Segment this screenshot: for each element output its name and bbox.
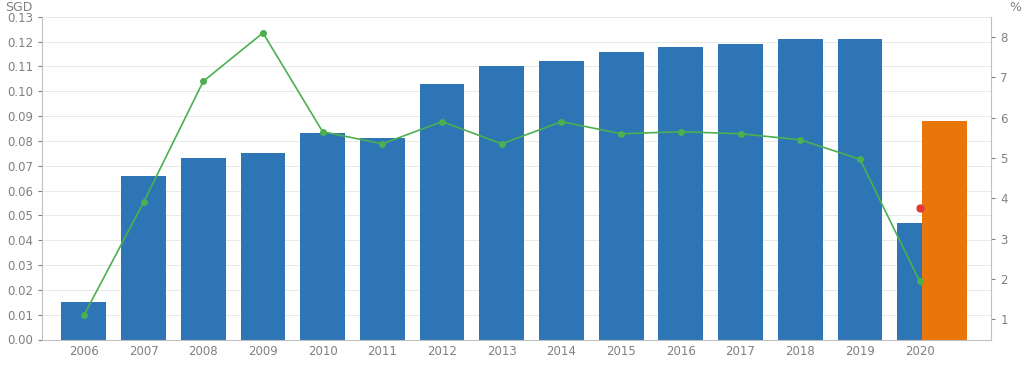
Bar: [241, 153, 286, 339]
Bar: [539, 61, 584, 339]
Y-axis label: %: %: [1009, 0, 1021, 14]
Bar: [479, 66, 524, 339]
Bar: [181, 158, 225, 339]
Bar: [61, 302, 106, 339]
Bar: [778, 39, 822, 339]
Bar: [838, 39, 883, 339]
Bar: [897, 223, 942, 339]
Y-axis label: SGD: SGD: [5, 0, 32, 14]
Bar: [599, 51, 643, 339]
Bar: [300, 134, 345, 339]
Bar: [922, 121, 967, 339]
Bar: [718, 44, 763, 339]
Bar: [658, 47, 703, 339]
Bar: [420, 84, 465, 339]
Bar: [121, 176, 166, 339]
Bar: [360, 138, 404, 339]
